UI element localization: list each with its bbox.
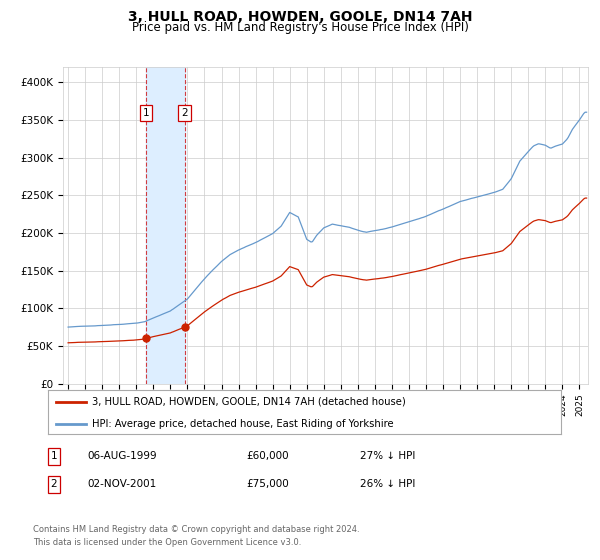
Text: 26% ↓ HPI: 26% ↓ HPI bbox=[360, 479, 415, 489]
Bar bbox=[146, 67, 185, 384]
Text: HPI: Average price, detached house, East Riding of Yorkshire: HPI: Average price, detached house, East… bbox=[92, 418, 393, 428]
Text: 06-AUG-1999: 06-AUG-1999 bbox=[87, 451, 157, 461]
Text: Contains HM Land Registry data © Crown copyright and database right 2024.: Contains HM Land Registry data © Crown c… bbox=[33, 525, 359, 534]
Text: 2: 2 bbox=[50, 479, 58, 489]
Text: 02-NOV-2001: 02-NOV-2001 bbox=[87, 479, 156, 489]
Text: 27% ↓ HPI: 27% ↓ HPI bbox=[360, 451, 415, 461]
Text: £60,000: £60,000 bbox=[246, 451, 289, 461]
Text: 1: 1 bbox=[50, 451, 58, 461]
Text: 3, HULL ROAD, HOWDEN, GOOLE, DN14 7AH: 3, HULL ROAD, HOWDEN, GOOLE, DN14 7AH bbox=[128, 10, 472, 24]
Text: 1: 1 bbox=[143, 108, 149, 118]
Text: 2: 2 bbox=[181, 108, 188, 118]
Text: 3, HULL ROAD, HOWDEN, GOOLE, DN14 7AH (detached house): 3, HULL ROAD, HOWDEN, GOOLE, DN14 7AH (d… bbox=[92, 396, 406, 407]
Text: £75,000: £75,000 bbox=[246, 479, 289, 489]
Text: This data is licensed under the Open Government Licence v3.0.: This data is licensed under the Open Gov… bbox=[33, 538, 301, 547]
Text: Price paid vs. HM Land Registry's House Price Index (HPI): Price paid vs. HM Land Registry's House … bbox=[131, 21, 469, 34]
